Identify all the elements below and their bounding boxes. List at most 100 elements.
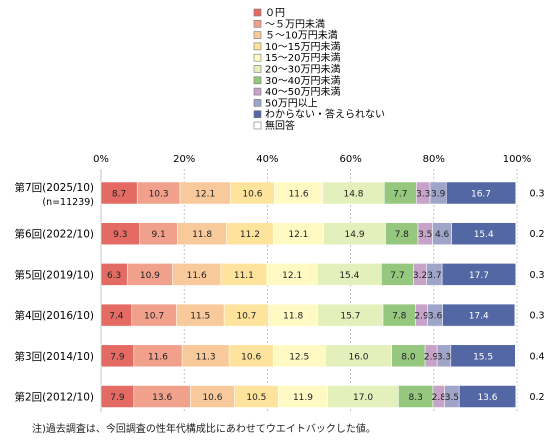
value-label-1-1: 9.1 [151, 230, 165, 240]
value-label-2-1: 10.9 [140, 271, 160, 281]
value-label-4-8: 3.3 [437, 352, 451, 362]
legend-label-4: 15～20万円未満 [265, 52, 340, 64]
value-label-1-0: 9.3 [113, 230, 127, 240]
value-label-0-9: 16.7 [471, 190, 491, 200]
legend-label-7: 40～50万円未満 [265, 86, 340, 98]
no-answer-label-4: 0.4 [529, 351, 544, 362]
category-label-3: 第4回(2016/10) [15, 309, 95, 322]
legend-label-9: わからない・答えられない [265, 108, 385, 121]
value-label-1-3: 11.2 [240, 230, 260, 240]
category-labels: 第7回(2025/10) (n=11239) 第6回(2022/10) 第5回(201… [15, 181, 95, 404]
value-label-3-8: 3.6 [428, 312, 443, 322]
legend-label-10: 無回答 [265, 119, 295, 132]
value-label-2-5: 15.4 [339, 271, 359, 281]
category-label-0: 第7回(2025/10) [15, 181, 95, 194]
legend-swatch-5 [253, 65, 262, 73]
value-label-1-6: 7.8 [395, 230, 410, 240]
value-label-1-2: 11.8 [192, 230, 212, 240]
value-label-0-0: 8.7 [112, 190, 126, 200]
no-answer-label-1: 0.2 [529, 229, 544, 240]
value-label-5-4: 11.9 [293, 393, 313, 403]
x-tick-label-4: 80% [423, 154, 445, 165]
legend: ０円～５万円未満５～10万円未満10～15万円未満15～20万円未満20～30万… [253, 8, 385, 132]
bar-segment-3-10 [514, 303, 517, 327]
value-label-3-9: 17.4 [469, 312, 489, 322]
bar-segment-0-10 [515, 181, 518, 205]
value-label-4-4: 12.5 [289, 352, 309, 362]
category-subtitle-0: (n=11239) [42, 197, 94, 208]
legend-swatch-9 [253, 110, 262, 118]
value-label-4-3: 10.6 [241, 352, 261, 362]
value-label-0-8: 3.9 [431, 190, 446, 200]
legend-swatch-6 [253, 76, 262, 85]
legend-label-8: 50万円以上 [265, 97, 318, 109]
value-label-5-5: 17.0 [353, 393, 373, 403]
value-label-3-3: 10.7 [236, 312, 256, 322]
bar-segment-1-10 [515, 222, 517, 245]
value-label-3-6: 7.8 [392, 312, 407, 322]
legend-swatch-0 [253, 8, 262, 17]
legend-label-1: ～５万円未満 [265, 18, 325, 30]
legend-swatch-7 [253, 87, 262, 96]
no-answer-label-2: 0.3 [529, 270, 544, 281]
legend-label-6: 30～40万円未満 [265, 75, 340, 87]
legend-label-2: ５～10万円未満 [265, 30, 338, 42]
value-label-5-1: 13.6 [152, 393, 172, 403]
legend-swatch-4 [253, 53, 262, 62]
value-label-5-6: 8.3 [409, 393, 423, 403]
bars: 8.7 10.3 12.1 10.6 11.6 14.8 7.7 3.3 3.9 16.79.3 9… [100, 181, 518, 408]
legend-swatch-2 [253, 31, 262, 39]
value-label-2-9: 17.7 [469, 271, 489, 281]
value-label-4-9: 15.5 [473, 352, 493, 362]
bar-segment-4-10 [515, 344, 518, 368]
no-answer-label-3: 0.3 [529, 311, 544, 322]
value-label-4-1: 11.6 [148, 352, 168, 362]
value-label-5-7: 2.8 [432, 393, 447, 403]
value-label-5-9: 13.6 [477, 393, 497, 403]
x-tick-label-0: 0% [93, 154, 109, 165]
no-answer-label-0: 0.3 [529, 189, 544, 200]
value-label-4-7: 2.9 [424, 352, 439, 362]
value-label-0-5: 14.8 [343, 190, 363, 200]
category-label-1: 第6回(2022/10) [15, 228, 95, 241]
value-label-1-9: 15.4 [474, 230, 494, 240]
value-label-4-2: 11.3 [196, 352, 216, 362]
value-label-2-0: 6.3 [107, 271, 121, 281]
value-label-0-7: 3.3 [416, 190, 430, 200]
value-label-3-4: 11.8 [283, 312, 303, 322]
value-label-0-6: 7.7 [393, 190, 407, 200]
value-label-1-5: 14.9 [345, 230, 365, 240]
value-label-0-2: 12.1 [195, 190, 215, 200]
value-label-4-5: 16.0 [348, 352, 368, 362]
value-label-2-2: 11.6 [187, 271, 207, 281]
bar-segment-5-10 [515, 385, 517, 408]
value-label-5-2: 10.6 [202, 393, 222, 403]
legend-swatch-3 [253, 42, 262, 51]
x-tick-label-2: 40% [256, 154, 278, 165]
value-label-2-3: 11.1 [234, 271, 254, 281]
value-label-0-4: 11.6 [289, 190, 309, 200]
legend-swatch-10 [253, 121, 262, 130]
value-label-0-1: 10.3 [149, 190, 169, 200]
value-label-1-7: 3.5 [418, 230, 432, 240]
value-label-1-8: 4.6 [435, 230, 450, 240]
value-label-5-0: 7.9 [110, 393, 125, 403]
category-label-4: 第3回(2014/10) [15, 350, 95, 363]
x-tick-label-3: 60% [339, 154, 361, 165]
category-label-5: 第2回(2012/10) [15, 391, 95, 404]
no-answer-values: 0.3 0.2 0.3 0.3 0.4 0.2 [529, 189, 544, 404]
value-label-4-0: 7.9 [110, 352, 125, 362]
grid-lines [100, 169, 518, 412]
value-label-3-7: 2.9 [414, 312, 429, 322]
value-label-2-7: 3.2 [413, 271, 427, 281]
value-label-3-5: 15.7 [340, 312, 360, 322]
legend-swatch-1 [253, 19, 262, 28]
value-label-4-6: 8.0 [401, 352, 416, 362]
x-tick-label-5: 100% [503, 154, 532, 165]
value-label-3-2: 11.5 [190, 312, 210, 322]
value-label-3-1: 10.7 [144, 312, 164, 322]
legend-label-0: ０円 [265, 8, 285, 19]
x-tick-label-1: 20% [173, 154, 195, 165]
bar-segment-2-10 [515, 263, 518, 286]
